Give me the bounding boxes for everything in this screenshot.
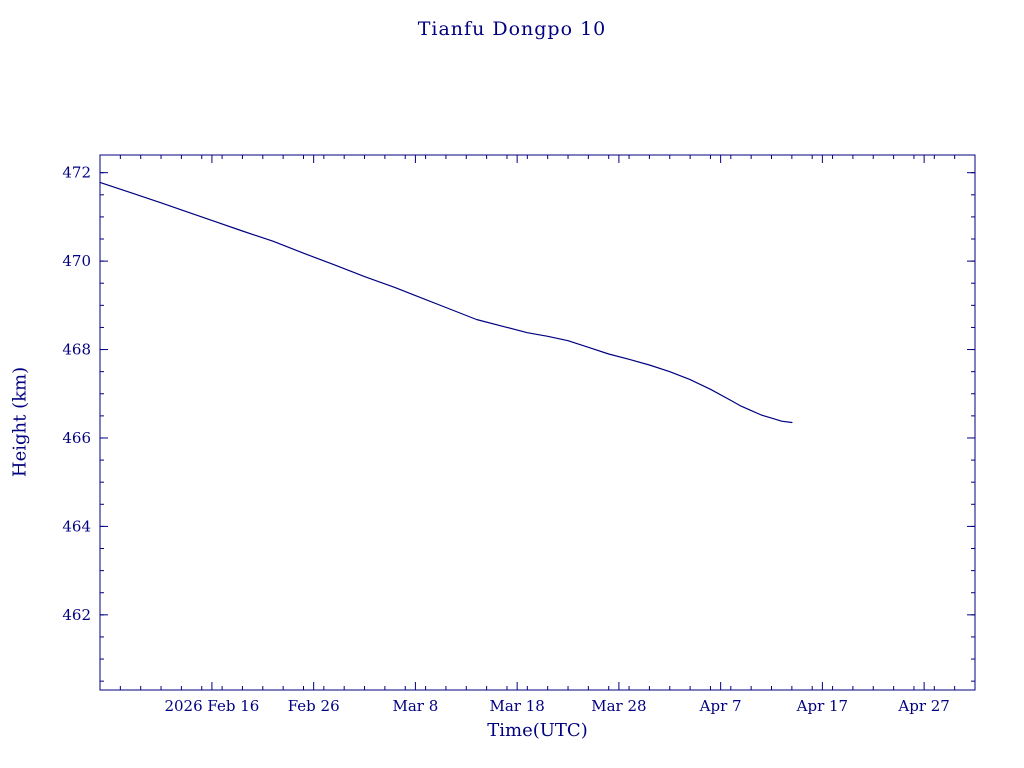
y-tick-label: 466: [62, 429, 91, 447]
y-tick-label: 468: [62, 341, 91, 359]
height-data-line: [99, 181, 793, 424]
y-tick-label: 470: [62, 252, 91, 270]
x-tick-label: Apr 7: [699, 697, 742, 715]
plot-border: [99, 154, 976, 691]
x-tick-label: Feb 26: [288, 697, 340, 715]
y-axis-label: Height (km): [9, 366, 31, 478]
x-tick-label: Mar 8: [393, 697, 439, 715]
y-tick-label: 462: [62, 606, 91, 624]
y-tick-label: 464: [62, 517, 91, 535]
x-tick-label: Mar 28: [591, 697, 646, 715]
x-tick-label: Mar 18: [489, 697, 544, 715]
y-tick-label: 472: [62, 164, 91, 182]
chart-title: Tianfu Dongpo 10: [417, 18, 607, 40]
x-axis-label: Time(UTC): [487, 720, 588, 741]
x-tick-label: Apr 27: [897, 697, 949, 715]
x-tick-label: 2026 Feb 16: [164, 697, 259, 715]
x-tick-label: Apr 17: [796, 697, 848, 715]
